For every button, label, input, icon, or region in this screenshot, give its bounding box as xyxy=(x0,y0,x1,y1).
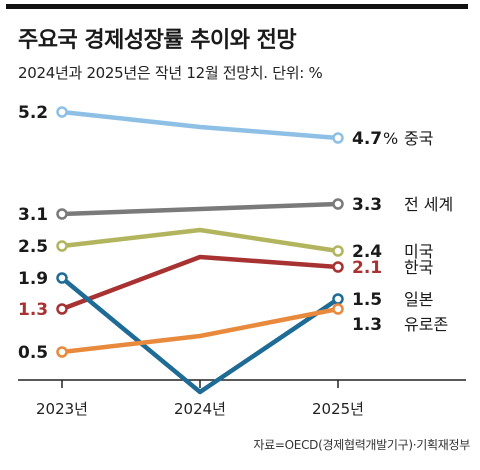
series-line xyxy=(61,306,339,355)
end-value-label: 4.7 xyxy=(352,129,382,149)
data-point xyxy=(56,208,68,220)
data-point xyxy=(332,261,344,273)
series-name-label: 전 세계 xyxy=(404,195,453,214)
start-value-label: 0.5 xyxy=(18,343,48,363)
unit-label: % xyxy=(383,129,398,148)
series-line xyxy=(61,254,339,312)
end-value-label: 1.3 xyxy=(352,315,382,335)
end-value-label: 1.5 xyxy=(352,290,382,310)
series-name-label: 미국 xyxy=(404,242,433,261)
x-tick-label: 2023년 xyxy=(36,400,88,418)
data-point xyxy=(56,303,68,315)
start-value-label: 1.9 xyxy=(18,269,48,289)
end-value-label: 2.1 xyxy=(352,258,382,278)
start-value-label: 3.1 xyxy=(18,205,48,225)
series-name-label: 일본 xyxy=(404,290,433,309)
start-value-label: 1.3 xyxy=(18,300,48,320)
x-tick-label: 2024년 xyxy=(174,400,226,418)
data-point xyxy=(56,240,68,252)
start-value-label: 2.5 xyxy=(18,237,48,257)
data-point xyxy=(56,346,68,358)
source-note: 자료=OECD(경제협력개발기구)·기획재정부 xyxy=(253,438,470,452)
data-point xyxy=(56,272,68,284)
data-point xyxy=(332,245,344,257)
data-point xyxy=(56,106,68,118)
chart-subtitle: 2024년과 2025년은 작년 12월 전망치. 단위: % xyxy=(18,64,323,82)
data-point xyxy=(332,293,344,305)
data-point xyxy=(332,132,344,144)
series-line xyxy=(61,227,339,254)
series-line xyxy=(61,109,339,141)
top-rule xyxy=(6,4,468,9)
data-point xyxy=(332,303,344,315)
start-value-label: 5.2 xyxy=(18,103,48,123)
x-tick-label: 2025년 xyxy=(312,400,364,418)
series-name-label: 중국 xyxy=(404,129,433,148)
end-value-label: 2.4 xyxy=(352,242,382,262)
chart-title: 주요국 경제성장률 추이와 전망 xyxy=(18,28,297,53)
data-point xyxy=(332,198,344,210)
end-value-label: 3.3 xyxy=(352,195,382,215)
series-name-label: 유로존 xyxy=(404,315,448,334)
series-line xyxy=(60,276,340,395)
series-line xyxy=(61,201,339,217)
series-name-label: 한국 xyxy=(404,258,433,277)
